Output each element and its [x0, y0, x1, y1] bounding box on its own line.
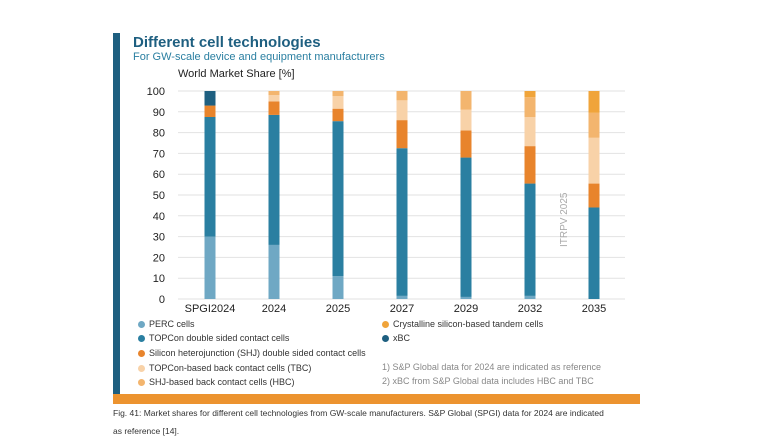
legend-marker-icon	[138, 320, 145, 328]
bar-segment	[460, 130, 472, 158]
y-tick-label: 50	[153, 190, 165, 202]
y-tick-label: 40	[153, 211, 165, 223]
x-tick-label: 2024	[262, 303, 286, 315]
chart-title: Different cell technologies	[133, 34, 321, 51]
bar-segment	[332, 276, 344, 299]
x-tick-label: 2027	[390, 303, 414, 315]
bar-segment	[396, 120, 408, 149]
bar-segment	[460, 109, 472, 131]
bar-segment	[396, 100, 408, 121]
y-tick-label: 70	[153, 148, 165, 160]
y-tick-label: 10	[153, 273, 165, 285]
legend-item: xBC	[382, 333, 410, 343]
legend-item: Silicon heterojunction (SHJ) double side…	[138, 348, 366, 358]
legend-label: xBC	[393, 333, 411, 343]
bar-segment	[588, 112, 600, 138]
y-axis-label: World Market Share [%]	[178, 68, 295, 80]
x-tick-label: 2029	[454, 303, 478, 315]
bar-segment	[460, 91, 472, 110]
bar-segment	[524, 97, 536, 117]
bar-segment	[268, 91, 280, 96]
legend-item: TOPCon double sided contact cells	[138, 333, 289, 343]
bar-segment	[332, 91, 344, 97]
bar-segment	[396, 295, 408, 299]
caption-line-1: Fig. 41: Market shares for different cel…	[113, 408, 604, 418]
bar-segment	[268, 114, 280, 245]
y-tick-label: 20	[153, 252, 165, 264]
legend-marker-icon	[382, 320, 389, 328]
bar-segment	[524, 295, 536, 299]
bar-segment	[204, 117, 216, 237]
legend-label: PERC cells	[149, 319, 195, 329]
bar-segment	[588, 207, 600, 299]
legend-marker-icon	[138, 364, 145, 372]
bar-segment	[524, 117, 536, 147]
chart-subtitle: For GW-scale device and equipment manufa…	[133, 51, 385, 63]
note-2: 2) xBC from S&P Global data includes HBC…	[382, 376, 594, 386]
bar-segment	[524, 183, 536, 296]
bar-segment	[396, 91, 408, 101]
y-tick-label: 0	[159, 294, 165, 306]
accent-side-bar	[113, 33, 120, 395]
bar-segment	[588, 137, 600, 184]
bar-segment	[332, 108, 344, 122]
bar-segment	[204, 236, 216, 299]
bar-segment	[460, 296, 472, 299]
y-tick-label: 80	[153, 128, 165, 140]
bar-segment	[460, 157, 472, 297]
x-tick-label: 2025	[326, 303, 350, 315]
x-tick-label: 2035	[582, 303, 606, 315]
legend-item: SHJ-based back contact cells (HBC)	[138, 377, 295, 387]
caption-line-2: as reference [14].	[113, 426, 180, 436]
legend-label: Crystalline silicon-based tandem cells	[393, 319, 544, 329]
bar-segment	[588, 183, 600, 208]
accent-bottom-bar	[113, 394, 640, 404]
legend-marker-icon	[138, 378, 145, 386]
y-tick-label: 30	[153, 232, 165, 244]
bar-segment	[268, 244, 280, 299]
bar-segment	[396, 148, 408, 296]
bar-segment	[204, 91, 216, 106]
legend-label: TOPCon-based back contact cells (TBC)	[149, 363, 312, 373]
legend-label: Silicon heterojunction (SHJ) double side…	[149, 348, 366, 358]
bar-segment	[268, 101, 280, 115]
legend-item: PERC cells	[138, 319, 195, 329]
y-tick-label: 100	[147, 86, 165, 98]
bar-segment	[332, 96, 344, 109]
bar-segment	[524, 146, 536, 184]
y-tick-label: 90	[153, 107, 165, 119]
legend-marker-icon	[138, 334, 145, 342]
legend-label: TOPCon double sided contact cells	[149, 333, 290, 343]
bar-segment	[204, 105, 216, 117]
legend-item: TOPCon-based back contact cells (TBC)	[138, 363, 311, 373]
bar-segment	[332, 121, 344, 277]
x-tick-label: 2032	[518, 303, 542, 315]
x-tick-label: SPGI2024	[185, 303, 236, 315]
y-tick-label: 60	[153, 169, 165, 181]
bar-segment	[268, 95, 280, 102]
note-1: 1) S&P Global data for 2024 are indicate…	[382, 362, 601, 372]
legend-marker-icon	[138, 349, 145, 357]
bar-segment	[588, 91, 600, 113]
bar-segment	[524, 91, 536, 98]
legend-label: SHJ-based back contact cells (HBC)	[149, 377, 295, 387]
legend-item: Crystalline silicon-based tandem cells	[382, 319, 543, 329]
legend-marker-icon	[382, 334, 389, 342]
watermark: ITRPV 2025	[559, 192, 570, 247]
